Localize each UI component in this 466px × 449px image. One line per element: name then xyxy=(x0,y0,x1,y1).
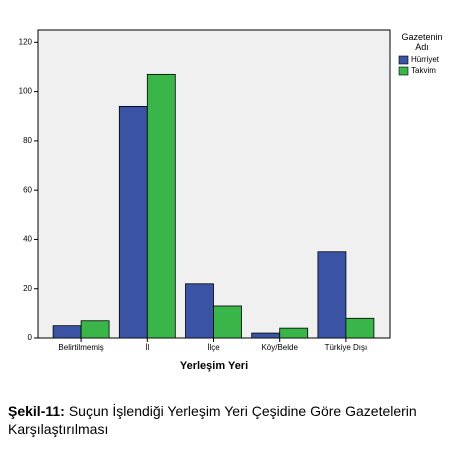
bar xyxy=(279,327,309,339)
bar xyxy=(317,251,347,339)
legend-title: Gazetenin Adı xyxy=(401,32,442,52)
chart: Yerleşim Yeri 0 20 40 60 80 100 120 Belirtilmem… xyxy=(19,29,443,372)
bar xyxy=(146,73,176,339)
x-tick-label: Köy/Belde xyxy=(261,343,298,352)
caption-text: Suçun İşlendiği Yerleşim Yeri Çeşidine G… xyxy=(8,403,417,437)
y-tick-label: 0 xyxy=(28,333,33,342)
bar xyxy=(52,325,82,339)
y-tick-label: 60 xyxy=(23,185,32,194)
legend-label: Takvim xyxy=(411,66,436,75)
legend-label: Hürriyet xyxy=(411,55,440,64)
x-axis-label: Yerleşim Yeri xyxy=(180,360,248,372)
x-tick-label: İlçe xyxy=(207,343,220,352)
x-tick-label: Belirtilmemiş xyxy=(58,343,103,352)
caption: Şekil-11: Suçun İşlendiği Yerleşim Yeri Ç… xyxy=(8,402,463,438)
bar xyxy=(345,317,375,339)
bar xyxy=(251,332,281,339)
caption-label: Şekil-11: xyxy=(8,403,65,419)
x-tick-label: Türkiye Dışı xyxy=(325,343,368,352)
bar xyxy=(213,305,242,339)
legend-title-line: Adı xyxy=(415,42,429,52)
bar xyxy=(118,105,148,339)
legend-swatch xyxy=(398,66,409,76)
y-tick-label: 40 xyxy=(23,235,32,244)
y-tick-label: 80 xyxy=(23,136,32,145)
y-tick-label: 120 xyxy=(19,37,33,46)
legend-title-line: Gazetenin xyxy=(401,32,442,42)
bar xyxy=(185,283,214,339)
y-tick-label: 100 xyxy=(19,87,33,96)
y-tick-label: 20 xyxy=(23,284,32,293)
legend-swatch xyxy=(398,55,409,65)
bar xyxy=(80,320,110,339)
x-tick-label: İl xyxy=(145,343,149,352)
